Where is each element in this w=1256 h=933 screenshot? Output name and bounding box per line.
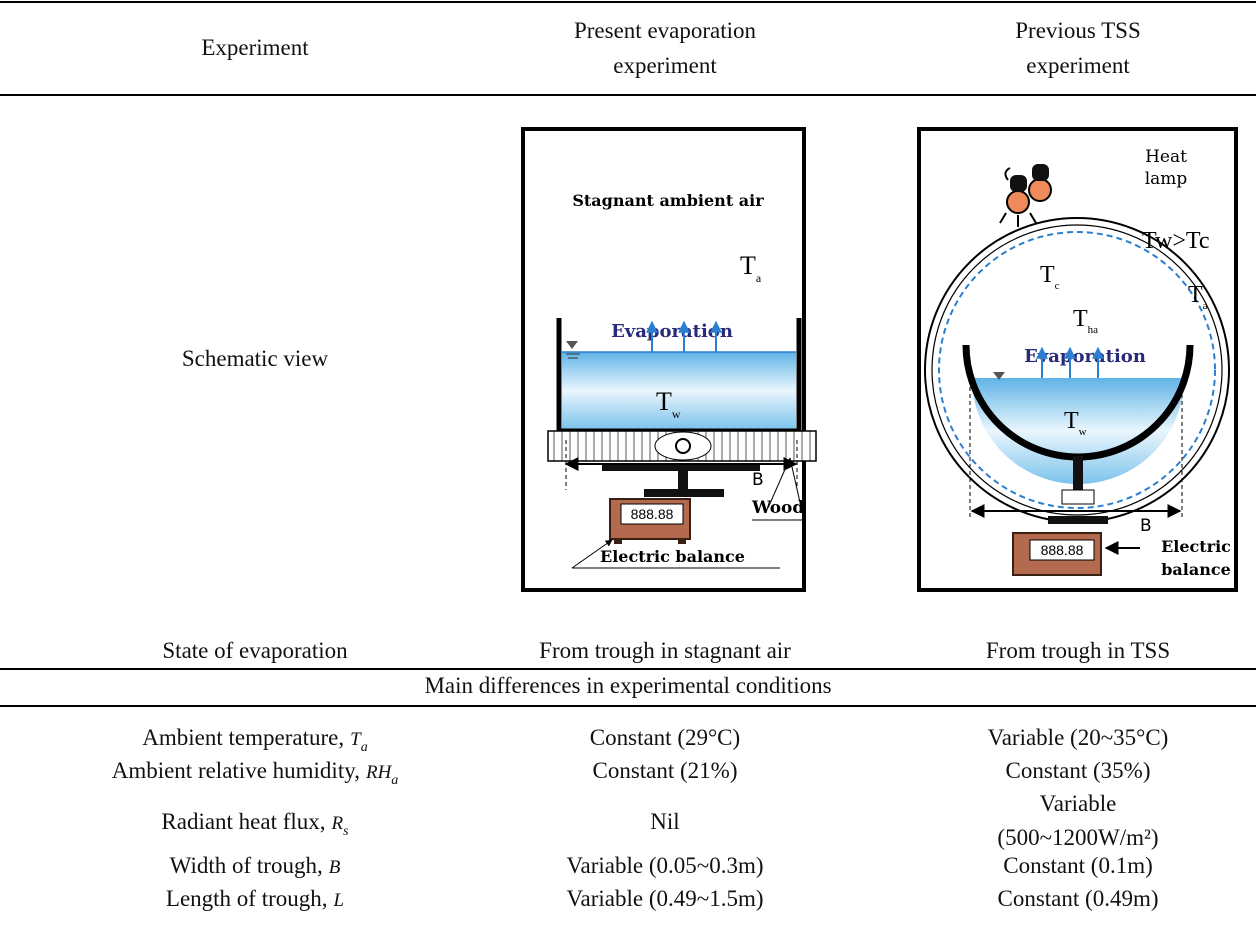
symbol: T	[740, 251, 756, 280]
label-text: Ambient relative humidity,	[112, 758, 360, 783]
cell: (500~1200W/m²)	[997, 825, 1158, 850]
label-text: Width of trough,	[170, 853, 323, 878]
symbol: T	[1064, 408, 1079, 434]
cell: Constant (35%)	[1005, 758, 1150, 783]
cell: Constant (29°C)	[590, 725, 740, 750]
row-label: Ambient temperature,Ta	[142, 725, 367, 755]
cell: Variable	[1040, 791, 1117, 816]
header-cell: Experiment	[201, 35, 309, 60]
subscript: a	[361, 740, 368, 755]
diagram-label: Electric	[1161, 537, 1231, 556]
symbol: T	[1188, 282, 1203, 308]
symbol: B	[329, 857, 341, 878]
section-heading: Main differences in experimental conditi…	[424, 673, 831, 698]
row-label: Ambient relative humidity,RHa	[112, 758, 399, 788]
symbol: R	[331, 813, 344, 834]
diagram-label: lamp	[1145, 169, 1188, 189]
cell: Constant (0.49m)	[998, 886, 1159, 911]
subscript: w	[672, 407, 681, 421]
diagram-label: Tw>Tc	[1142, 228, 1210, 254]
subscript: w	[1079, 426, 1087, 438]
subscript: a	[756, 271, 762, 285]
display: 888.88	[1041, 542, 1084, 558]
subscript: a	[391, 773, 398, 788]
cell: Constant (0.1m)	[1003, 853, 1153, 878]
header-cell: Present evaporation	[574, 18, 757, 43]
subscript: s	[343, 824, 349, 839]
row-label: State of evaporation	[162, 638, 348, 663]
subscript: ha	[1088, 324, 1099, 336]
symbol: L	[333, 890, 345, 911]
header-cell: Previous TSS	[1015, 18, 1140, 43]
diagram-label: B	[1140, 516, 1152, 536]
symbol: T	[1040, 262, 1055, 288]
cell: Variable (0.05~0.3m)	[566, 853, 763, 878]
cell: From trough in TSS	[986, 638, 1170, 663]
display: 888.88	[631, 506, 674, 522]
condition-rows: Ambient temperature,Ta Constant (29°C) Var…	[112, 725, 1169, 911]
cell: Variable (0.49~1.5m)	[566, 886, 763, 911]
previous-schematic: Heat lamp Tw>Tc Tc Ta Tha Evaporation Tw…	[919, 129, 1236, 590]
present-schematic: Stagnant ambient air Ta Evaporation Tw B…	[523, 129, 816, 590]
symbol: T	[656, 387, 672, 416]
label-text: Length of trough,	[166, 886, 328, 911]
cell: Constant (21%)	[592, 758, 737, 783]
diagram-label: B	[752, 470, 764, 490]
row-label: Schematic view	[182, 346, 329, 371]
diagram-label: Wood	[751, 498, 804, 518]
row-label: Radiant heat flux, Rs	[161, 809, 349, 839]
diagram-label: Heat	[1145, 147, 1187, 167]
diagram-label: balance	[1161, 560, 1231, 579]
cell: From trough in stagnant air	[539, 638, 791, 663]
subscript: a	[1203, 300, 1208, 312]
row-label: Length of trough,L	[166, 886, 344, 911]
diagram-label: Evaporation	[611, 321, 733, 342]
label-text: Ambient temperature,	[142, 725, 344, 750]
row-label: Width of trough, B	[170, 853, 341, 878]
label-text: Radiant heat flux,	[161, 809, 325, 834]
symbol: RH	[365, 762, 393, 783]
diagram-label: Electric balance	[600, 547, 745, 566]
symbol: T	[1073, 306, 1088, 332]
diagram-label: Stagnant ambient air	[572, 191, 764, 210]
page: Experiment Present evaporation experimen…	[0, 0, 1256, 933]
cell: Variable (20~35°C)	[988, 725, 1169, 750]
subscript: c	[1055, 280, 1060, 292]
header-cell: experiment	[613, 53, 717, 78]
header-cell: experiment	[1026, 53, 1130, 78]
cell: Nil	[650, 809, 679, 834]
